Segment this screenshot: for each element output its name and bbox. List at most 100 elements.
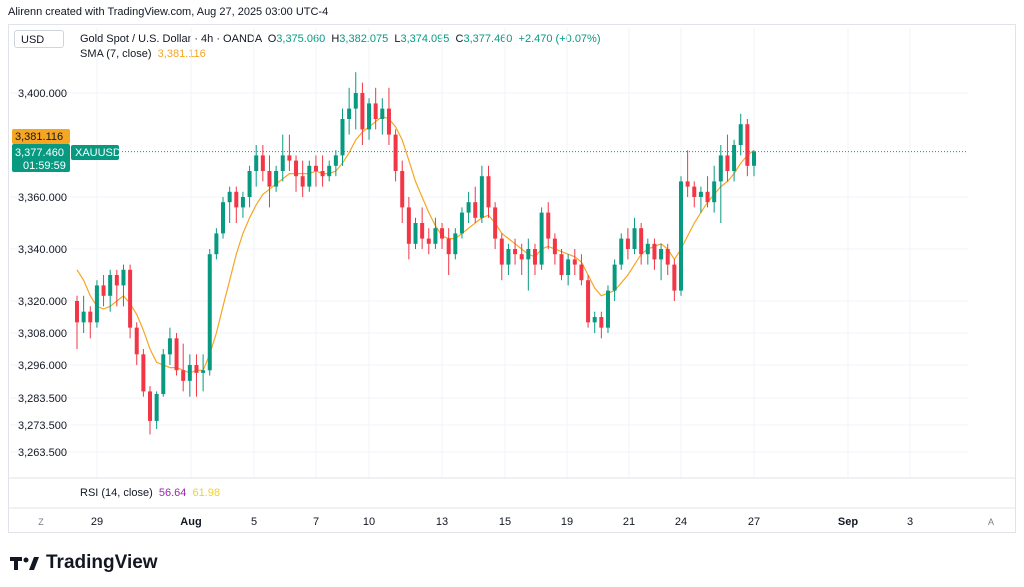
candle-body (201, 370, 206, 373)
candle-body (652, 243, 657, 260)
candle-body (459, 212, 464, 234)
y-tick-label: 3,308.000 (18, 328, 67, 340)
candle-body (479, 176, 484, 218)
candle-body (732, 145, 737, 171)
y-tick-label: 3,320.000 (18, 296, 67, 308)
candle-body (513, 249, 518, 255)
candle-body (167, 338, 172, 355)
candle-body (333, 155, 338, 166)
candle-body (81, 311, 86, 323)
x-tick-label: 7 (313, 516, 319, 528)
candle-body (307, 165, 312, 187)
candle-body (466, 202, 471, 213)
candle-body (300, 176, 305, 187)
candle-body (559, 254, 564, 275)
x-tick-label: 19 (561, 516, 573, 528)
candle-body (260, 155, 265, 171)
candle-body (108, 275, 113, 296)
sma-label: SMA (7, close) (80, 48, 152, 60)
symbol-title: Gold Spot / U.S. Dollar · 4h · OANDA (80, 33, 262, 45)
x-tick-label: 15 (499, 516, 511, 528)
x-tick-label: 3 (907, 516, 913, 528)
candle-body (413, 223, 418, 244)
attribution-text: Alirenn created with TradingView.com, Au… (8, 6, 329, 18)
candle-body (499, 238, 504, 265)
candle-body (632, 228, 637, 249)
chart-grid (10, 28, 968, 478)
candle-body (446, 238, 451, 255)
y-tick-label: 3,283.500 (18, 393, 67, 405)
candle-body (692, 186, 697, 197)
sma-value: 3,381.116 (157, 48, 206, 60)
candle-body (698, 191, 703, 197)
candle-body (221, 202, 226, 234)
change-value: +2.470 (+0.07%) (518, 33, 601, 45)
symbol-legend-row: Gold Spot / U.S. Dollar · 4h · OANDA O 3,… (80, 32, 601, 47)
open-label: O (267, 33, 277, 45)
candle-body (280, 155, 285, 171)
candle-body (539, 212, 544, 265)
candle-body (712, 181, 717, 203)
candle-body (194, 365, 199, 373)
candle-body (141, 354, 146, 392)
candle-body (725, 155, 730, 171)
candle-body (745, 124, 750, 166)
candle-body (134, 327, 139, 355)
y-tick-label: 3,360.000 (18, 192, 67, 204)
tradingview-logo-icon (10, 557, 39, 570)
low-label: L (394, 33, 401, 45)
candle-body (247, 171, 252, 197)
y-tick-label: 3,273.500 (18, 420, 67, 432)
candle-body (187, 365, 192, 381)
candle-body (546, 212, 551, 239)
candle-body (433, 228, 438, 244)
candle-body (493, 207, 498, 239)
y-tick-label: 3,263.500 (18, 447, 67, 459)
last-price-label-text: 3,377.460 (15, 147, 64, 159)
countdown-text: 01:59:59 (23, 160, 66, 172)
x-tick-label: 29 (91, 516, 103, 528)
low-value: 3,374.095 (400, 33, 450, 45)
ticker-label-text: XAUUSD (75, 147, 121, 159)
candle-body (526, 249, 531, 260)
candle-body (552, 238, 557, 255)
ticker-label: XAUUSD (71, 145, 121, 160)
tradingview-logo-text: TradingView (46, 552, 158, 573)
auto-scale-button[interactable]: A (988, 517, 994, 527)
candle-body (227, 191, 232, 203)
y-tick-label: 3,340.000 (18, 244, 67, 256)
candle-body (386, 108, 391, 135)
rsi-legend: RSI (14, close) 56.64 61.98 (80, 487, 220, 499)
candle-body (267, 171, 272, 187)
candlesticks (75, 72, 756, 435)
candle-body (486, 176, 491, 208)
y-tick-label: 3,296.000 (18, 360, 67, 372)
chart-frame (8, 24, 1016, 533)
candle-body (148, 391, 153, 421)
candle-body (678, 181, 683, 291)
candle-body (426, 238, 431, 244)
candle-body (645, 243, 650, 255)
candle-body (88, 311, 93, 323)
sma-legend-row: SMA (7, close) 3,381.116 (80, 47, 601, 62)
candle-body (625, 238, 630, 249)
zoom-left-button[interactable]: Z (38, 517, 44, 527)
candle-body (207, 254, 212, 371)
currency-button[interactable]: USD (14, 30, 64, 48)
sma-price-label: 3,381.116 (12, 129, 70, 144)
candle-body (101, 285, 106, 296)
price-axis: 3,400.000 3,360.000 3,340.000 3,320.000 3,30… (18, 88, 67, 459)
candle-body (659, 249, 664, 260)
rsi-label: RSI (14, close) (80, 487, 153, 499)
rsi-value: 56.64 (158, 487, 187, 499)
candle-body (373, 103, 378, 119)
ticker-label-bg (71, 145, 119, 160)
candle-body (174, 338, 179, 371)
high-value: 3,382.075 (339, 33, 389, 45)
time-axis: 29 Aug 5 7 10 13 15 19 21 24 27 Sep 3 Z A (38, 516, 994, 528)
rsi-ma-value: 61.98 (192, 487, 221, 499)
candle-body (161, 354, 166, 395)
candle-body (599, 317, 604, 328)
candle-body (287, 155, 292, 161)
